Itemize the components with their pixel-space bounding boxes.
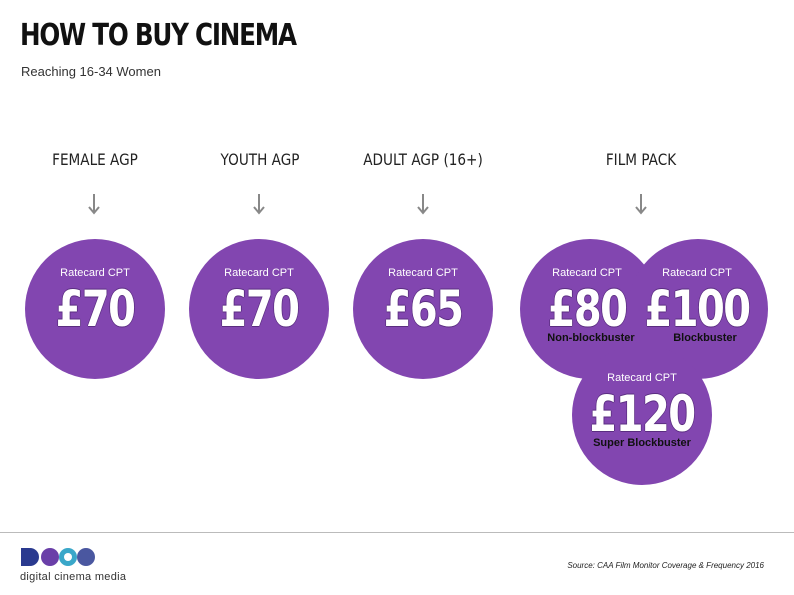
heading-film-pack: FILM PACK bbox=[605, 150, 677, 169]
heading-adult-agp: ADULT AGP (16+) bbox=[363, 150, 483, 169]
heading-youth-agp: YOUTH AGP bbox=[220, 150, 300, 169]
ratecard-label: Ratecard CPT bbox=[662, 267, 732, 279]
down-arrow-icon bbox=[635, 194, 647, 215]
youth-agp-circle bbox=[189, 239, 329, 379]
down-arrow-icon bbox=[88, 194, 100, 215]
down-arrow-icon bbox=[417, 194, 429, 215]
ratecard-label: Ratecard CPT bbox=[224, 267, 294, 279]
dcm-logo-icon bbox=[21, 548, 95, 566]
logo-wordmark: digital cinema media bbox=[20, 571, 127, 583]
blockbuster-price: £100 bbox=[644, 280, 752, 338]
female-agp-price: £70 bbox=[55, 280, 136, 338]
ratecard-label: Ratecard CPT bbox=[388, 267, 458, 279]
page-subtitle: Reaching 16-34 Women bbox=[21, 64, 161, 79]
super-blockbuster-label: Super Blockbuster bbox=[593, 437, 691, 449]
non-blockbuster-price: £80 bbox=[547, 280, 628, 338]
super-blockbuster-price: £120 bbox=[589, 385, 697, 443]
ratecard-label: Ratecard CPT bbox=[60, 267, 130, 279]
blockbuster-label: Blockbuster bbox=[673, 332, 737, 344]
page-title: HOW TO BUY CINEMA bbox=[20, 18, 297, 53]
non-blockbuster-label: Non-blockbuster bbox=[547, 332, 635, 344]
adult-agp-circle bbox=[353, 239, 493, 379]
youth-agp-price: £70 bbox=[219, 280, 300, 338]
ratecard-label: Ratecard CPT bbox=[552, 267, 622, 279]
female-agp-circle bbox=[25, 239, 165, 379]
footer-divider bbox=[0, 532, 794, 533]
down-arrow-icon bbox=[253, 194, 265, 215]
adult-agp-price: £65 bbox=[383, 280, 464, 338]
heading-female-agp: FEMALE AGP bbox=[52, 150, 138, 169]
source-note: Source: CAA Film Monitor Coverage & Freq… bbox=[567, 561, 764, 570]
super-blockbuster-circle bbox=[572, 345, 712, 485]
ratecard-label: Ratecard CPT bbox=[607, 372, 677, 384]
